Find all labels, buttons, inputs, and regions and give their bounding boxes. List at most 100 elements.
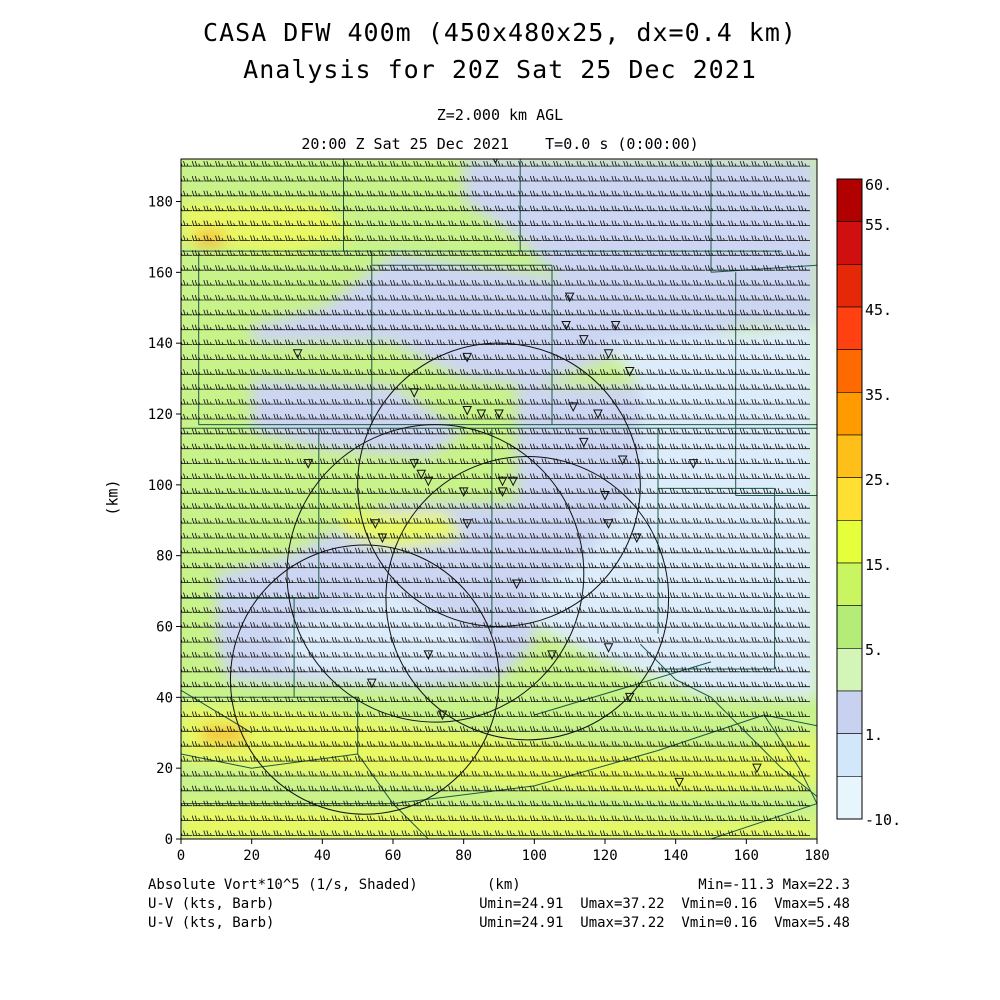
colorbar-label: 1. <box>865 726 883 744</box>
y-tick-label: 100 <box>148 478 173 494</box>
station-marker <box>561 320 571 331</box>
plot-frame <box>180 158 818 840</box>
colorbar-label: 15. <box>865 556 892 574</box>
radar-ring <box>229 544 500 815</box>
y-tick-label: 40 <box>156 690 173 706</box>
colorbar-frame <box>836 178 863 820</box>
y-tick-label: 20 <box>156 761 173 777</box>
valid-time-label: 20:00 Z Sat 25 Dec 2021 T=0.0 s (0:00:00… <box>301 135 699 153</box>
shading-region <box>195 229 224 248</box>
station-marker <box>603 349 614 359</box>
station-marker <box>377 533 388 544</box>
vector-label-2: U-V (kts, Barb) <box>148 915 275 931</box>
station-marker <box>508 476 518 487</box>
radar-ring <box>286 424 585 723</box>
shading-region <box>287 591 482 680</box>
station-marker <box>497 476 508 487</box>
colorbar-bin <box>836 306 863 350</box>
colorbar-bin <box>836 776 863 820</box>
county-boundaries <box>181 159 817 839</box>
station-marker <box>631 533 642 544</box>
colorbar-bin <box>836 733 863 777</box>
station-marker <box>437 710 448 721</box>
station-marker <box>564 292 575 303</box>
county-line <box>710 264 817 273</box>
station-marker <box>476 409 487 420</box>
colorbar-bin <box>836 605 863 649</box>
station-marker <box>462 519 473 529</box>
x-tick-label: 140 <box>663 848 688 864</box>
station-marker <box>688 459 699 469</box>
station-marker <box>603 643 614 653</box>
radar-range-rings <box>229 342 670 815</box>
station-marker <box>303 459 314 469</box>
colorbar-bin <box>836 562 863 606</box>
station-markers <box>292 159 762 788</box>
y-tick-label: 80 <box>156 549 173 565</box>
colorbar-label: 5. <box>865 641 883 659</box>
x-axis-label: (km) <box>487 877 521 893</box>
colorbar-bin <box>836 690 863 734</box>
station-marker <box>497 487 508 498</box>
shading-region <box>251 378 464 457</box>
x-tick-label: 80 <box>455 848 472 864</box>
shading-region <box>202 725 245 744</box>
colorbar-label: 25. <box>865 471 892 489</box>
station-marker <box>593 409 603 420</box>
station-marker <box>423 650 434 660</box>
station-marker <box>610 320 621 331</box>
station-marker <box>292 349 303 359</box>
field-label: Absolute Vort*10^5 (1/s, Shaded) <box>148 877 418 893</box>
radar-ring <box>385 456 670 741</box>
station-marker <box>600 490 610 501</box>
colorbar-bin <box>836 392 863 436</box>
colorbar-bin <box>836 520 863 564</box>
y-axis-label: (km) <box>103 479 122 516</box>
county-line <box>710 803 817 839</box>
station-marker <box>752 763 762 774</box>
colorbar-bin <box>836 648 863 692</box>
x-tick-label: 100 <box>522 848 547 864</box>
vector-label-1: U-V (kts, Barb) <box>148 896 275 912</box>
level-label: Z=2.000 km AGL <box>436 106 564 124</box>
station-marker <box>578 437 589 448</box>
colorbar-bin <box>836 264 863 308</box>
county-line <box>392 750 659 805</box>
y-tick-label: 0 <box>165 832 173 848</box>
colorbar-bin <box>836 178 863 222</box>
station-marker <box>624 692 635 703</box>
station-marker <box>462 405 473 416</box>
station-marker <box>423 476 434 487</box>
shading-region <box>181 201 358 255</box>
x-tick-label: 160 <box>734 848 759 864</box>
colorbar-label: 60. <box>865 176 892 194</box>
wind-barb-field <box>181 160 810 836</box>
colorbar-bin <box>836 349 863 393</box>
colorbar-label: 35. <box>865 386 892 404</box>
x-tick-label: 40 <box>314 848 331 864</box>
station-marker <box>458 487 469 498</box>
x-tick-label: 120 <box>592 848 617 864</box>
min-max-label: Min=-11.3 Max=22.3 <box>698 877 850 893</box>
county-line <box>357 753 394 804</box>
y-tick-label: 140 <box>148 336 173 352</box>
colorbar-label: 45. <box>865 301 892 319</box>
shading-region <box>181 803 817 839</box>
x-tick-label: 20 <box>243 848 260 864</box>
station-marker <box>568 402 579 413</box>
radar-ring <box>357 342 641 628</box>
station-marker <box>416 469 427 480</box>
colorbar-label: 55. <box>865 216 892 234</box>
shading-region <box>251 254 817 386</box>
station-marker <box>370 519 381 529</box>
colorbar-bin <box>836 434 863 478</box>
station-marker <box>547 650 557 660</box>
title-line-2: Analysis for 20Z Sat 25 Dec 2021 <box>243 55 757 84</box>
vector-stats-2: Umin=24.91 Umax=37.22 Vmin=0.16 Vmax=5.4… <box>479 915 850 931</box>
y-axis-ticks: 0 20 40 60 80 100 120 140 160 180 <box>148 195 181 848</box>
y-tick-label: 160 <box>148 265 173 281</box>
station-marker <box>511 579 522 590</box>
county-line <box>534 661 712 716</box>
station-marker <box>366 678 377 689</box>
